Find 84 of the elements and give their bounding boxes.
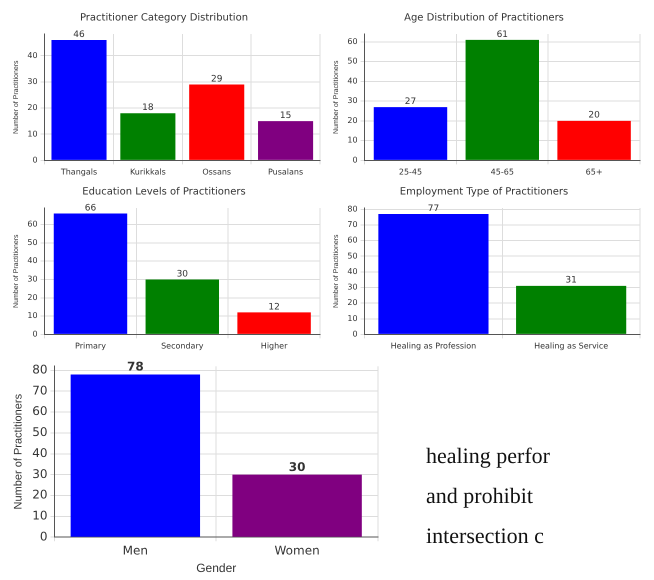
y-tick-label: 60 <box>32 404 48 418</box>
y-tick-label: 0 <box>40 529 48 544</box>
y-tick-label: 10 <box>347 136 358 145</box>
chart-title: Employment Type of Practitioners <box>400 186 568 198</box>
bar <box>466 40 540 160</box>
x-tick-label: Thangals <box>60 167 98 176</box>
y-tick-label: 0 <box>32 155 38 164</box>
x-tick-label: Primary <box>75 341 106 350</box>
chart-title: Education Levels of Practitioners <box>82 186 246 198</box>
bar <box>237 312 311 334</box>
bar <box>146 279 220 334</box>
x-tick-label: Pusalans <box>268 167 304 176</box>
x-tick-label: Men <box>122 544 148 558</box>
data-label: 27 <box>404 96 416 107</box>
y-tick-label: 60 <box>347 36 358 46</box>
x-tick-label: Higher <box>260 341 288 350</box>
y-tick-label: 40 <box>27 256 38 266</box>
data-label: 46 <box>73 30 86 40</box>
y-tick-label: 70 <box>347 220 358 229</box>
y-tick-label: 20 <box>347 298 358 308</box>
data-label: 20 <box>588 110 600 121</box>
y-tick-label: 10 <box>32 508 48 522</box>
y-tick-label: 60 <box>27 220 38 229</box>
y-tick-label: 70 <box>32 383 48 398</box>
data-label: 66 <box>84 203 96 214</box>
y-tick-label: 10 <box>347 314 358 323</box>
y-tick-label: 50 <box>32 425 48 440</box>
y-axis-title: Number of Practitioners <box>12 393 25 510</box>
y-tick-label: 40 <box>27 50 38 60</box>
y-tick-label: 50 <box>347 56 358 66</box>
chart-title: Age Distribution of Practitioners <box>404 12 564 24</box>
x-tick-label: Women <box>274 544 320 558</box>
data-label: 18 <box>142 103 154 114</box>
y-tick-label: 40 <box>32 446 48 460</box>
y-tick-label: 0 <box>32 329 38 338</box>
x-tick-label: 45-65 <box>490 167 514 176</box>
y-tick-label: 40 <box>347 266 358 276</box>
data-label: 15 <box>280 110 292 121</box>
y-tick-label: 80 <box>32 362 48 376</box>
bar <box>258 121 314 160</box>
bar <box>189 84 244 160</box>
data-label: 61 <box>496 30 508 40</box>
y-tick-label: 30 <box>347 282 358 292</box>
text: healing perfor <box>426 442 551 470</box>
y-tick-label: 20 <box>347 116 358 125</box>
y-tick-label: 50 <box>27 238 38 247</box>
y-tick-label: 80 <box>347 204 358 214</box>
y-tick-label: 20 <box>32 488 48 502</box>
x-tick-label: Kurikkals <box>130 167 166 176</box>
x-tick-label: 65+ <box>586 167 603 176</box>
y-tick-label: 10 <box>27 129 38 138</box>
y-tick-label: 40 <box>347 76 358 86</box>
data-label: 12 <box>268 302 280 312</box>
y-tick-label: 0 <box>352 155 358 164</box>
y-tick-label: 50 <box>347 251 358 260</box>
data-label: 77 <box>428 204 440 214</box>
x-tick-label: Secondary <box>161 341 204 350</box>
data-label: 30 <box>288 460 306 474</box>
chart-title: Practitioner Category Distribution <box>80 12 248 24</box>
bar <box>120 113 176 160</box>
bar <box>374 107 448 160</box>
y-tick-label: 20 <box>27 292 38 302</box>
text: and prohibit <box>426 482 534 510</box>
bar <box>51 40 107 160</box>
y-tick-label: 20 <box>27 103 38 112</box>
data-label: 78 <box>127 360 144 374</box>
x-tick-label: Healing as Service <box>534 341 608 350</box>
y-tick-label: 10 <box>27 311 38 320</box>
x-tick-label: 25-45 <box>398 167 422 176</box>
x-axis-title: Gender <box>196 561 236 576</box>
y-tick-label: 0 <box>352 329 358 338</box>
y-tick-label: 30 <box>27 274 38 284</box>
data-label: 29 <box>210 74 223 84</box>
text: intersection c <box>426 522 545 550</box>
y-tick-label: 60 <box>347 236 358 245</box>
x-tick-label: Healing as Profession <box>390 341 476 350</box>
y-tick-label: 30 <box>32 466 48 481</box>
bar <box>557 120 631 160</box>
data-label: 31 <box>565 276 577 286</box>
bar <box>54 213 128 334</box>
data-label: 30 <box>176 269 188 280</box>
y-tick-label: 30 <box>347 96 358 106</box>
x-tick-label: Ossans <box>202 167 232 176</box>
y-tick-label: 30 <box>27 76 38 86</box>
